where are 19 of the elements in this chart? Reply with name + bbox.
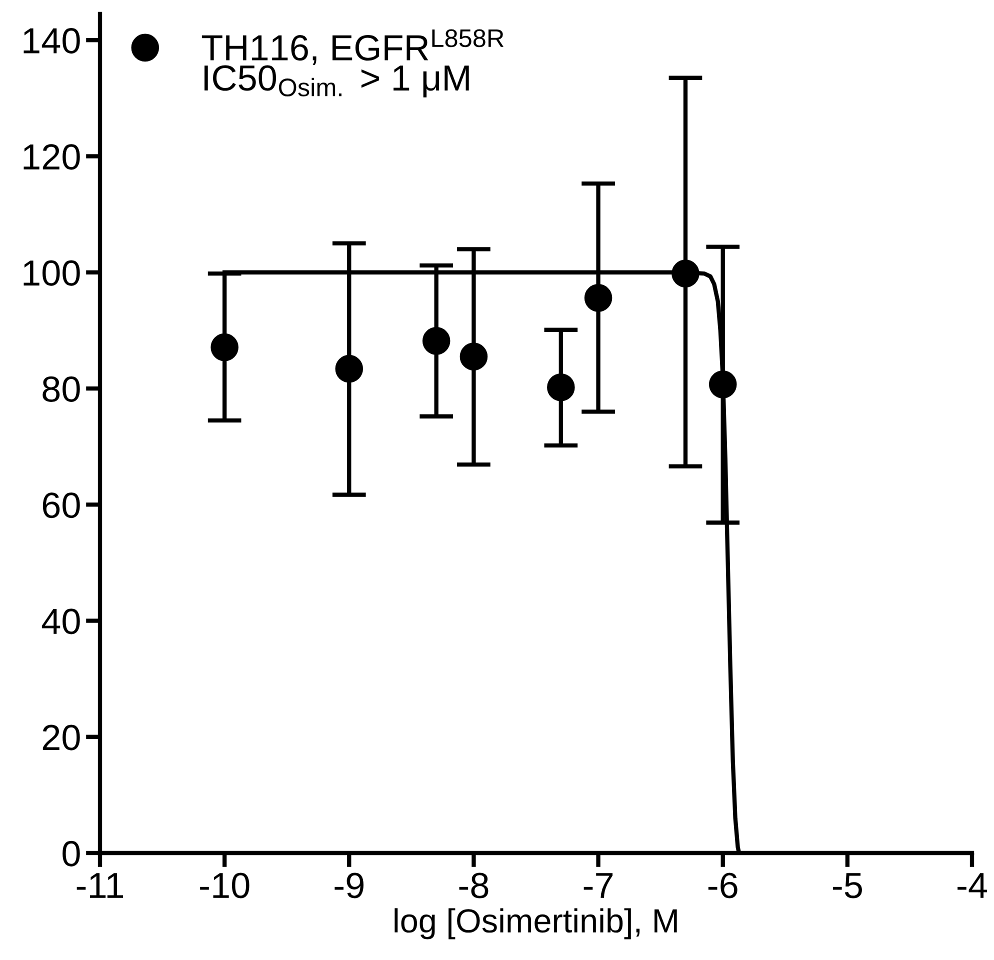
y-tick-label: 0 bbox=[62, 840, 80, 866]
y-tick-label: 40 bbox=[42, 608, 80, 634]
y-tick-label: 140 bbox=[24, 28, 80, 54]
x-tick-label: -5 bbox=[832, 873, 862, 898]
legend-label: TH116, EGFR$^{L858R}$ bbox=[202, 29, 504, 65]
x-tick-label: -11 bbox=[76, 873, 124, 898]
x-axis-title: log [Osimertinib], M bbox=[394, 908, 677, 940]
y-tick-label: 60 bbox=[42, 492, 80, 518]
y-tick-label: 100 bbox=[24, 260, 80, 286]
y-tick-label: 80 bbox=[42, 376, 80, 402]
x-tick-label: -8 bbox=[459, 872, 488, 898]
x-tick-label: -9 bbox=[334, 872, 364, 898]
x-tick-label: -6 bbox=[708, 872, 738, 898]
annotation: IC50$_{Osim.}$ > 1 μM bbox=[204, 65, 469, 98]
y-tick-label: 120 bbox=[24, 144, 80, 170]
x-tick-label: -10 bbox=[200, 872, 250, 898]
y-tick-label: 20 bbox=[42, 724, 80, 750]
x-tick-label: -7 bbox=[584, 873, 613, 898]
x-tick-label: -4 bbox=[958, 873, 987, 898]
